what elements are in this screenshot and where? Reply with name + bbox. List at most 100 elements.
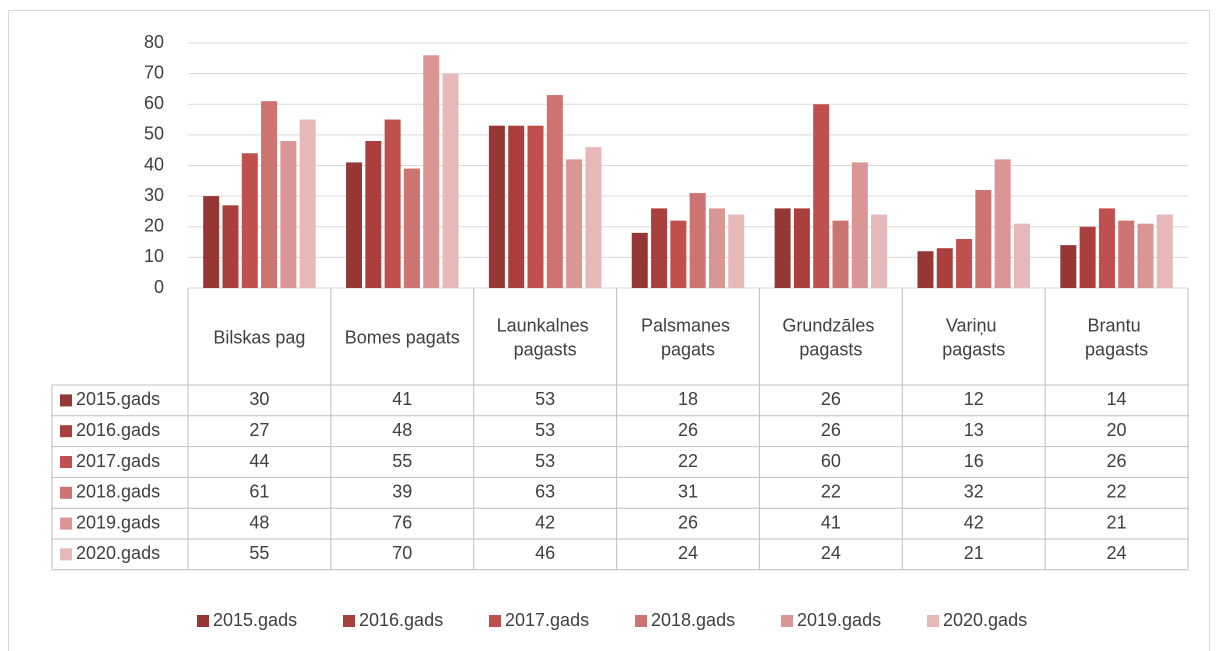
bar — [832, 220, 849, 288]
x-tick-label: Bomes pagats — [345, 327, 460, 347]
bar — [994, 159, 1011, 288]
row-label: 2019.gads — [76, 512, 160, 532]
table-cell: 53 — [535, 420, 555, 440]
bar — [1079, 226, 1096, 288]
table-cell: 42 — [535, 512, 555, 532]
legend-swatch — [635, 615, 647, 627]
legend-label: 2016.gads — [359, 610, 443, 630]
bar — [222, 205, 239, 288]
x-tick-label: Variņu pagasts — [942, 315, 1005, 359]
table-cell: 24 — [821, 543, 841, 563]
bar — [975, 190, 992, 288]
table-cell: 39 — [392, 482, 412, 502]
table-cell: 55 — [249, 543, 269, 563]
bar — [346, 162, 363, 288]
legend-swatch — [197, 615, 209, 627]
table-cell: 32 — [964, 482, 984, 502]
legend-swatch — [60, 486, 72, 499]
table-cell: 22 — [821, 482, 841, 502]
bar — [1098, 208, 1115, 288]
bar — [1156, 214, 1173, 288]
table-cell: 26 — [678, 420, 698, 440]
bar — [813, 104, 830, 288]
legend-swatch — [343, 615, 355, 627]
y-tick-label: 20 — [144, 216, 164, 236]
bar — [261, 101, 278, 288]
bar — [299, 119, 316, 288]
table-cell: 70 — [392, 543, 412, 563]
bar — [546, 95, 563, 288]
bar — [851, 162, 868, 288]
y-tick-label: 70 — [144, 62, 164, 82]
x-tick-label: Brantu pagasts — [1085, 315, 1148, 359]
legend-label: 2019.gads — [797, 610, 881, 630]
bar — [566, 159, 583, 288]
legend-label: 2017.gads — [505, 610, 589, 630]
legend-label: 2020.gads — [943, 610, 1027, 630]
table-cell: 42 — [964, 512, 984, 532]
legend-swatch — [60, 394, 72, 407]
table-cell: 18 — [678, 389, 698, 409]
table-cell: 61 — [249, 482, 269, 502]
bar — [488, 125, 505, 288]
legend-swatch — [60, 456, 72, 468]
table-cell: 41 — [392, 389, 412, 409]
bar — [793, 208, 810, 288]
legend-swatch — [781, 615, 793, 627]
row-label: 2016.gads — [76, 420, 160, 440]
row-label: 2020.gads — [76, 543, 160, 563]
table-cell: 26 — [821, 420, 841, 440]
row-label: 2018.gads — [76, 482, 160, 502]
bar — [774, 208, 791, 288]
legend-label: 2015.gads — [213, 610, 297, 630]
row-label: 2017.gads — [76, 451, 160, 471]
bar — [527, 125, 544, 288]
bar — [384, 119, 401, 288]
bar — [403, 168, 420, 288]
y-tick-label: 60 — [144, 93, 164, 113]
legend-label: 2018.gads — [651, 610, 735, 630]
table-cell: 21 — [1107, 512, 1127, 532]
table-cell: 13 — [964, 420, 984, 440]
bar — [203, 196, 220, 288]
table-cell: 16 — [964, 451, 984, 471]
table-cell: 60 — [821, 451, 841, 471]
table-cell: 27 — [249, 420, 269, 440]
table-cell: 55 — [392, 451, 412, 471]
bar — [1118, 220, 1135, 288]
x-tick-label: Launkalnes pagasts — [497, 315, 594, 359]
bar — [442, 73, 459, 288]
table-cell: 26 — [1107, 451, 1127, 471]
bar — [1060, 245, 1077, 288]
table-cell: 20 — [1107, 420, 1127, 440]
bar — [1137, 223, 1154, 288]
table-cell: 53 — [535, 389, 555, 409]
legend-swatch — [60, 548, 72, 561]
table-cell: 22 — [678, 451, 698, 471]
table-cell: 48 — [392, 420, 412, 440]
bar — [728, 214, 745, 288]
table-cell: 24 — [678, 543, 698, 563]
bar — [423, 55, 440, 288]
bar — [651, 208, 668, 288]
table-cell: 31 — [678, 482, 698, 502]
y-tick-label: 50 — [144, 124, 164, 144]
bar — [871, 214, 888, 288]
table-cell: 26 — [821, 389, 841, 409]
bar — [936, 248, 953, 288]
table-cell: 21 — [964, 543, 984, 563]
bar — [956, 239, 973, 288]
x-tick-label: Palsmanes pagats — [641, 315, 735, 359]
chart-border — [8, 10, 1210, 651]
bar — [280, 141, 297, 288]
table-cell: 48 — [249, 512, 269, 532]
bar — [917, 251, 934, 288]
bar — [508, 125, 525, 288]
legend-swatch — [60, 425, 72, 438]
bar — [708, 208, 725, 288]
bar — [365, 141, 382, 288]
table-cell: 53 — [535, 451, 555, 471]
bar — [241, 153, 258, 288]
bar — [1013, 223, 1030, 288]
table-cell: 26 — [678, 512, 698, 532]
